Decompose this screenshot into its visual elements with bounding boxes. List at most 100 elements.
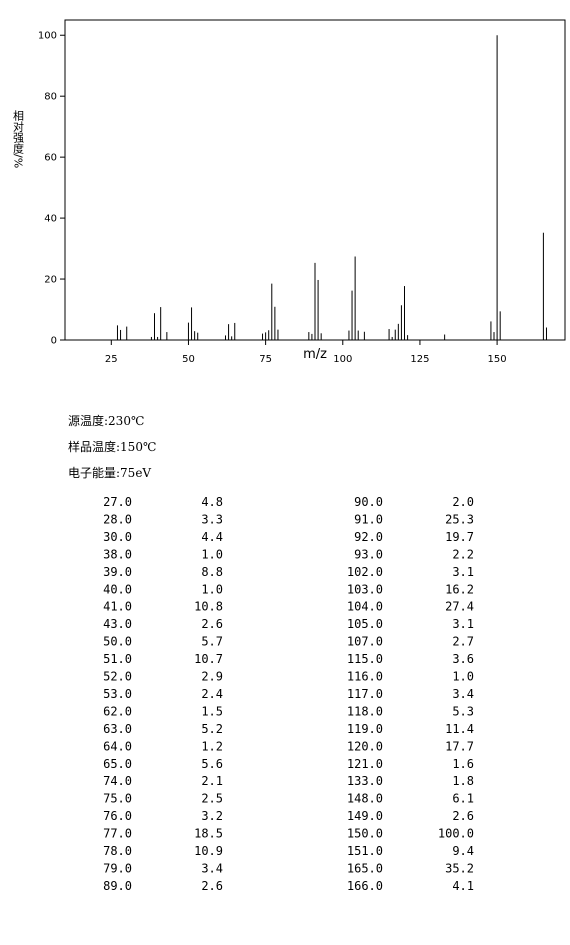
intensity-cell: 5.2 [201,722,223,736]
mz-cell: 102.0 [347,565,383,579]
y-tick-label: 20 [44,275,57,286]
intensity-cell: 4.8 [201,495,223,509]
intensity-cell: 1.8 [452,774,474,788]
mz-cell: 40.0 [103,582,132,596]
mz-cell: 28.0 [103,512,132,526]
mz-cell: 75.0 [103,792,132,806]
mz-cell: 149.0 [347,809,383,823]
intensity-cell: 9.4 [452,844,474,858]
mz-cell: 150.0 [347,827,383,841]
mz-cell: 119.0 [347,722,383,736]
mz-cell: 65.0 [103,757,132,771]
mz-cell: 165.0 [347,861,383,875]
intensity-cell: 3.4 [452,687,474,701]
mz-cell: 50.0 [103,635,132,649]
mz-cell: 76.0 [103,809,132,823]
intensity-cell: 1.0 [201,582,223,596]
x-tick-label: 150 [488,354,507,365]
intensity-cell: 2.4 [201,687,223,701]
mz-cell: 166.0 [347,879,383,893]
x-axis-label: m/z [303,347,327,362]
x-tick-label: 100 [333,354,352,365]
y-tick-label: 0 [51,336,57,347]
mz-cell: 41.0 [103,600,132,614]
intensity-cell: 3.3 [201,512,223,526]
mz-cell: 133.0 [347,774,383,788]
mz-cell: 118.0 [347,704,383,718]
y-tick-label: 100 [38,31,57,42]
intensity-cell: 16.2 [445,582,474,596]
y-tick-label: 80 [44,92,57,103]
intensity-cell: 3.2 [201,809,223,823]
mz-cell: 38.0 [103,547,132,561]
info-line: 电子能量:75eV [68,466,151,480]
intensity-cell: 5.6 [201,757,223,771]
mz-cell: 105.0 [347,617,383,631]
mz-cell: 30.0 [103,530,132,544]
intensity-cell: 3.4 [201,861,223,875]
intensity-cell: 19.7 [445,530,474,544]
intensity-cell: 3.6 [452,652,474,666]
intensity-cell: 2.6 [201,617,223,631]
mz-cell: 63.0 [103,722,132,736]
x-tick-label: 50 [182,354,195,365]
intensity-cell: 10.7 [194,652,223,666]
mz-cell: 89.0 [103,879,132,893]
info-line: 样品温度:150℃ [68,439,156,454]
mz-cell: 148.0 [347,792,383,806]
intensity-cell: 35.2 [445,861,474,875]
y-tick-label: 60 [44,153,57,164]
intensity-cell: 10.8 [194,600,223,614]
mz-cell: 64.0 [103,739,132,753]
mz-cell: 103.0 [347,582,383,596]
intensity-cell: 5.3 [452,704,474,718]
intensity-cell: 1.6 [452,757,474,771]
mz-cell: 51.0 [103,652,132,666]
intensity-cell: 25.3 [445,512,474,526]
y-tick-label: 40 [44,214,57,225]
intensity-cell: 1.0 [201,547,223,561]
intensity-cell: 2.6 [452,809,474,823]
intensity-cell: 1.2 [201,739,223,753]
mz-cell: 107.0 [347,635,383,649]
intensity-cell: 4.4 [201,530,223,544]
intensity-cell: 2.0 [452,495,474,509]
intensity-cell: 6.1 [452,792,474,806]
intensity-cell: 5.7 [201,635,223,649]
mz-cell: 121.0 [347,757,383,771]
intensity-cell: 100.0 [438,827,474,841]
mz-cell: 79.0 [103,861,132,875]
mz-cell: 43.0 [103,617,132,631]
mz-cell: 91.0 [354,512,383,526]
mz-cell: 53.0 [103,687,132,701]
intensity-cell: 3.1 [452,617,474,631]
intensity-cell: 18.5 [194,827,223,841]
intensity-cell: 8.8 [201,565,223,579]
intensity-cell: 2.5 [201,792,223,806]
mz-cell: 92.0 [354,530,383,544]
mz-cell: 62.0 [103,704,132,718]
mz-cell: 117.0 [347,687,383,701]
x-tick-label: 75 [259,354,272,365]
intensity-cell: 2.7 [452,635,474,649]
mz-cell: 77.0 [103,827,132,841]
mz-cell: 27.0 [103,495,132,509]
mz-cell: 52.0 [103,670,132,684]
intensity-cell: 10.9 [194,844,223,858]
intensity-cell: 11.4 [445,722,474,736]
intensity-cell: 2.9 [201,670,223,684]
x-tick-label: 25 [105,354,118,365]
mz-cell: 120.0 [347,739,383,753]
intensity-cell: 1.0 [452,670,474,684]
mz-cell: 104.0 [347,600,383,614]
mz-cell: 93.0 [354,547,383,561]
intensity-cell: 2.6 [201,879,223,893]
intensity-cell: 3.1 [452,565,474,579]
intensity-cell: 2.2 [452,547,474,561]
mz-cell: 78.0 [103,844,132,858]
y-axis-label: 相对强度/% [12,110,25,168]
mz-cell: 116.0 [347,670,383,684]
intensity-cell: 2.1 [201,774,223,788]
mz-cell: 90.0 [354,495,383,509]
